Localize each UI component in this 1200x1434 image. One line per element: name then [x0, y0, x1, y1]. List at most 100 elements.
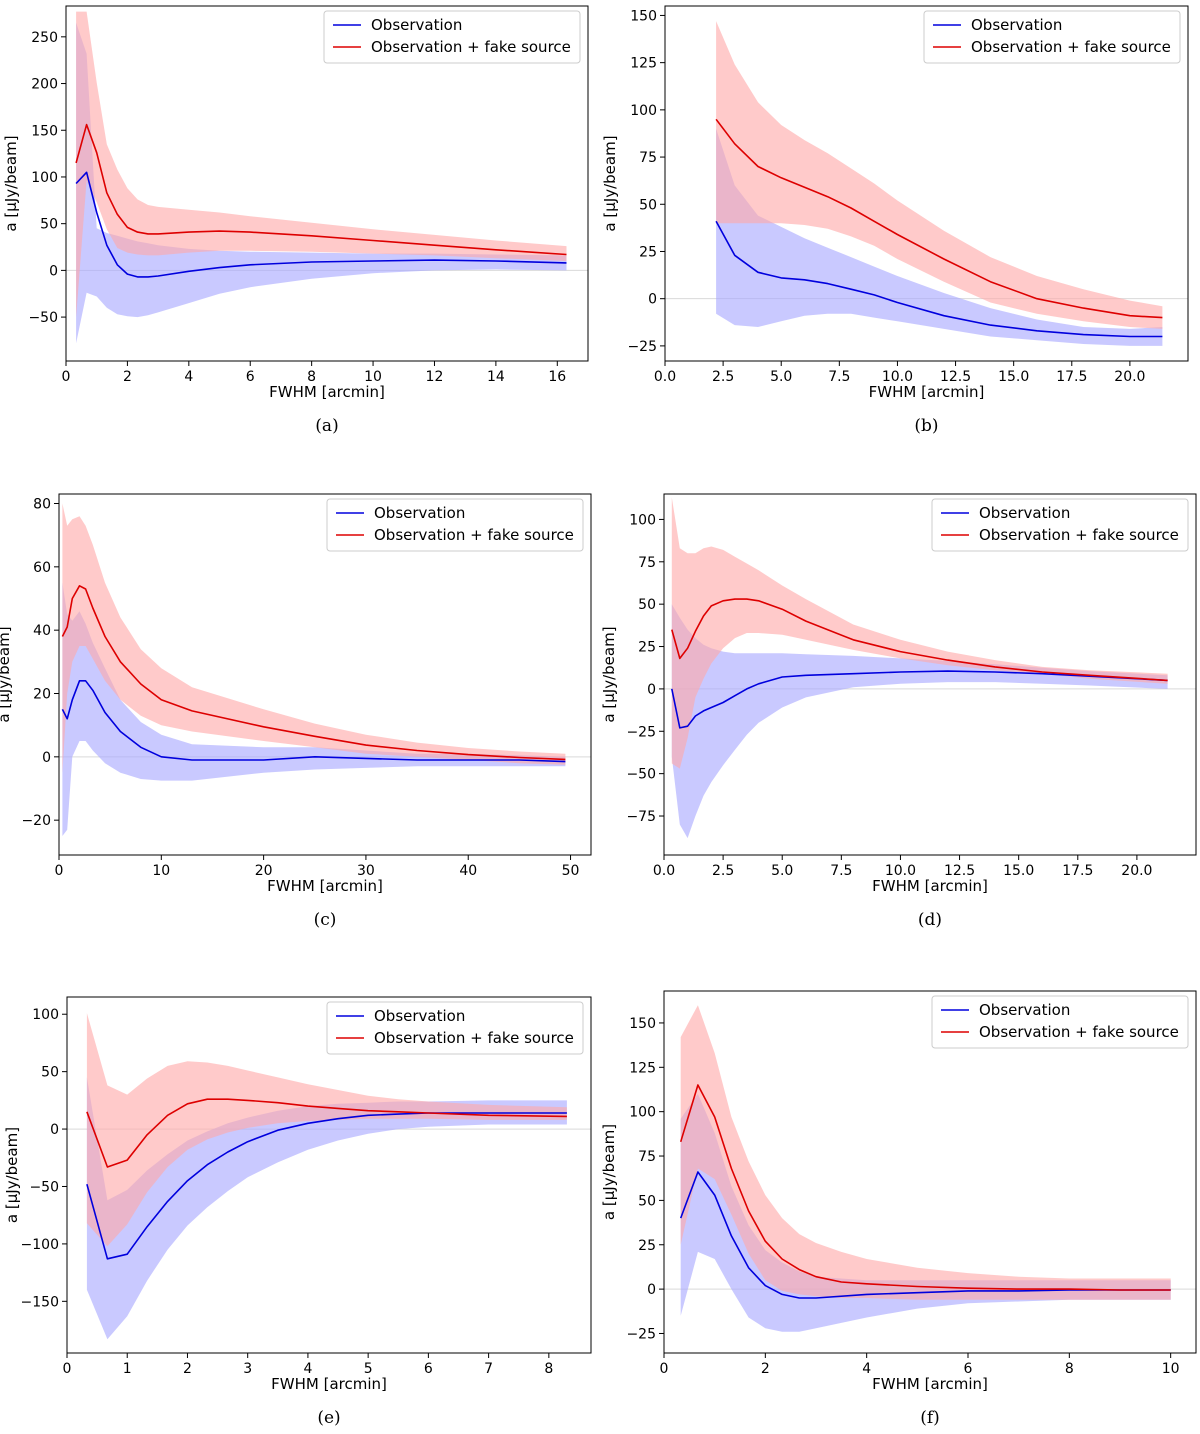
- x-tick-label: 15.0: [998, 369, 1029, 385]
- y-tick-label: 25: [638, 1238, 656, 1254]
- observation-band-e: [86, 1077, 567, 1340]
- y-tick-label: −50: [28, 310, 58, 326]
- x-tick-label: 8: [1065, 1361, 1074, 1377]
- chart-panel-a: 0 2 4 6 8 10 12 14 16 −50 0 50 100 150 200 250 FWHM [arc…: [2, 5, 589, 436]
- plot-area-d: [664, 497, 1196, 839]
- y-tick-label: 100: [629, 1105, 656, 1121]
- legend: Observation Observation + fake source: [931, 498, 1189, 552]
- fake-line-d: [671, 598, 1168, 682]
- observation-line-b: [715, 220, 1163, 338]
- x-tick-label: 5.0: [771, 863, 793, 879]
- observation-band-d: [671, 604, 1168, 839]
- x-tick-label: 7.5: [830, 863, 852, 879]
- x-tick-label: 2.5: [712, 863, 734, 879]
- observation-legend-label: Observation: [371, 16, 462, 34]
- fake-legend-label: Observation + fake source: [374, 1029, 574, 1047]
- y-tick-label: 200: [31, 77, 58, 93]
- y-tick-label: 150: [31, 123, 58, 139]
- y-tick-label: 0: [42, 750, 51, 766]
- observation-line-f: [679, 1171, 1171, 1299]
- plot-area-f: [664, 1005, 1196, 1332]
- x-tick-label: 2: [183, 1361, 192, 1377]
- panel-caption: (e): [317, 1408, 340, 1428]
- y-tick-label: 0: [647, 1282, 656, 1298]
- plot-area-c: [59, 503, 591, 836]
- legend-box: [326, 498, 584, 552]
- x-axis-label: FWHM [arcmin]: [269, 383, 385, 401]
- observation-line-e: [86, 1112, 567, 1260]
- fake-legend-label: Observation + fake source: [371, 38, 571, 56]
- observation-legend-label: Observation: [374, 1007, 465, 1025]
- y-tick-label: 250: [31, 30, 58, 46]
- fake-legend-label: Observation + fake source: [979, 526, 1179, 544]
- x-tick-label: 7: [484, 1361, 493, 1377]
- y-tick-label: 50: [639, 197, 657, 213]
- y-axis-label: a [μJy/beam]: [601, 135, 619, 231]
- y-tick-label: 0: [647, 682, 656, 698]
- y-tick-label: 150: [630, 8, 657, 24]
- x-tick-label: 0: [55, 863, 64, 879]
- y-tick-label: −100: [21, 1237, 59, 1253]
- legend: Observation Observation + fake source: [931, 995, 1189, 1049]
- panel-caption: (f): [920, 1408, 940, 1428]
- x-tick-label: 30: [357, 863, 375, 879]
- y-axis-label: a [μJy/beam]: [3, 1127, 21, 1223]
- x-tick-label: 10.0: [882, 369, 913, 385]
- chart-panel-d: 0.0 2.5 5.0 7.5 10.0 12.5 15.0 17.5 20.0 −75 −50 −2…: [600, 493, 1197, 930]
- axes-frame: [66, 996, 592, 1354]
- fake-band-e: [86, 1013, 567, 1247]
- legend: Observation Observation + fake source: [326, 498, 584, 552]
- fake-line-f: [679, 1084, 1171, 1291]
- observation-band-a: [76, 22, 567, 344]
- observation-legend-label: Observation: [979, 504, 1070, 522]
- fake-line-c: [61, 584, 566, 761]
- y-tick-label: 80: [33, 497, 51, 513]
- x-axis-label: FWHM [arcmin]: [271, 1375, 387, 1393]
- axes-frame: [664, 5, 1189, 362]
- x-axis-label: FWHM [arcmin]: [267, 877, 383, 895]
- y-tick-label: −75: [626, 809, 656, 825]
- x-tick-label: 8: [544, 1361, 553, 1377]
- fake-band-f: [680, 1005, 1171, 1300]
- fake-band-a: [76, 11, 567, 318]
- y-tick-label: 50: [40, 217, 58, 233]
- x-tick-label: 0: [63, 1361, 72, 1377]
- fake-line-a: [75, 123, 567, 256]
- panel-caption: (b): [914, 416, 938, 436]
- axes-frame: [65, 5, 589, 362]
- x-tick-label: 3: [243, 1361, 252, 1377]
- y-axis-label: a [μJy/beam]: [600, 626, 618, 722]
- legend: Observation Observation + fake source: [323, 10, 581, 64]
- chart-panel-c: 0 10 20 30 40 50 −20 0 20 40 60 80 FWHM [arcmin] a [μ…: [0, 493, 592, 930]
- y-tick-label: 150: [629, 1016, 656, 1032]
- x-axis-label: FWHM [arcmin]: [872, 1375, 988, 1393]
- fake-line-b: [715, 118, 1163, 319]
- x-tick-label: 6: [424, 1361, 433, 1377]
- x-tick-label: 2: [761, 1361, 770, 1377]
- fake-legend-label: Observation + fake source: [374, 526, 574, 544]
- y-tick-label: 125: [629, 1060, 656, 1076]
- x-tick-label: 50: [562, 863, 580, 879]
- x-tick-label: 16: [548, 369, 566, 385]
- panel-caption: (a): [315, 416, 338, 436]
- x-tick-label: 6: [964, 1361, 973, 1377]
- x-tick-label: 10: [364, 369, 382, 385]
- x-tick-label: 12.5: [940, 369, 971, 385]
- y-tick-label: 0: [49, 263, 58, 279]
- legend-box: [323, 10, 581, 64]
- observation-line-a: [75, 171, 567, 278]
- x-tick-label: 12.5: [944, 863, 975, 879]
- y-tick-label: 0: [648, 292, 657, 308]
- y-tick-label: 60: [33, 560, 51, 576]
- y-tick-label: −150: [21, 1294, 59, 1310]
- x-tick-label: 8: [307, 369, 316, 385]
- x-tick-label: 20: [255, 863, 273, 879]
- y-tick-label: 100: [31, 170, 58, 186]
- axes-frame: [663, 990, 1197, 1354]
- y-tick-label: −25: [626, 724, 656, 740]
- y-tick-label: −50: [626, 767, 656, 783]
- observation-legend-label: Observation: [979, 1001, 1070, 1019]
- x-tick-label: 10: [1162, 1361, 1180, 1377]
- y-tick-label: 20: [33, 687, 51, 703]
